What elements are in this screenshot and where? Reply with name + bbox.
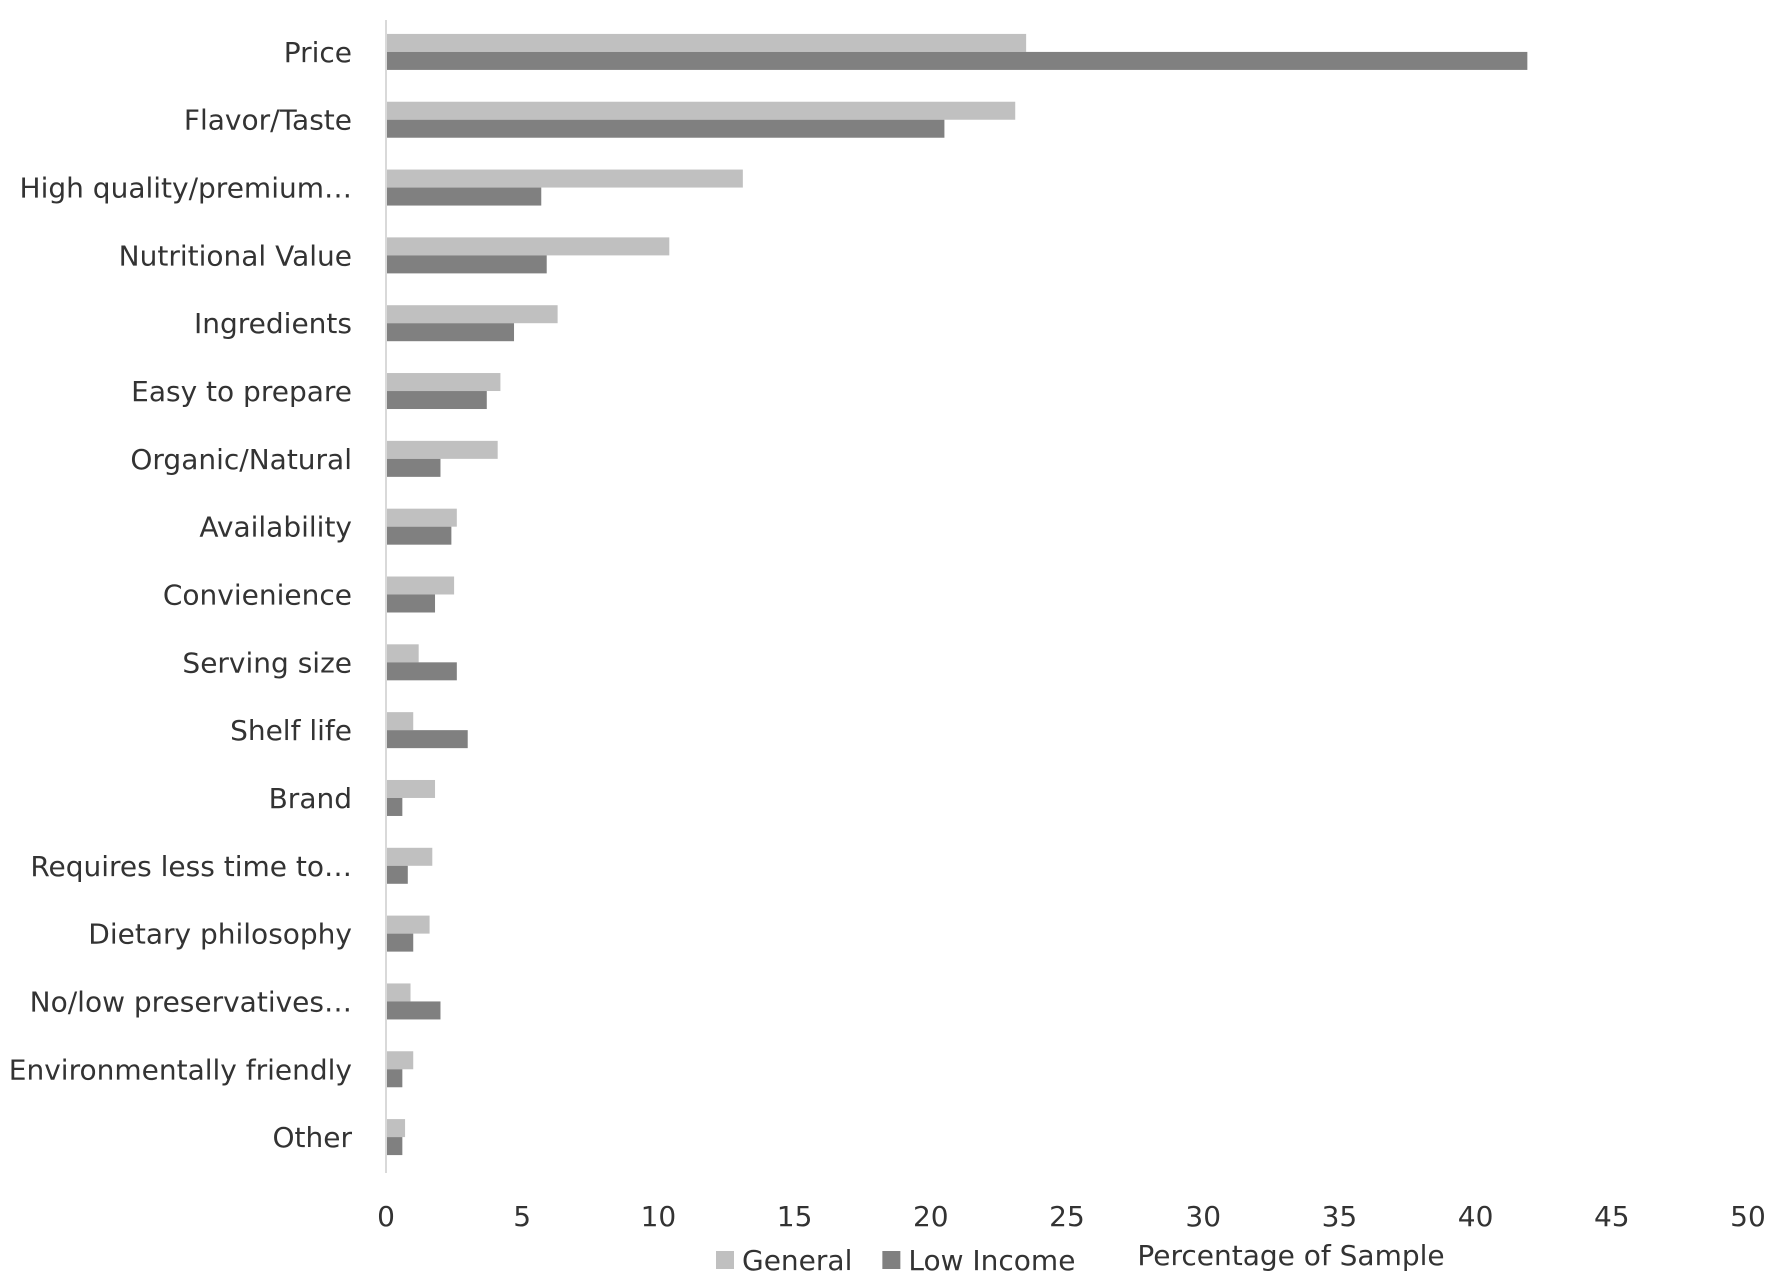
bar bbox=[386, 33, 1027, 52]
x-tick-label: 20 bbox=[913, 1200, 949, 1233]
bar bbox=[386, 458, 441, 477]
x-axis-title: Percentage of Sample bbox=[1137, 1239, 1444, 1272]
y-tick-label: No/low preservatives… bbox=[30, 985, 352, 1018]
bar bbox=[386, 51, 1528, 70]
bar bbox=[386, 1051, 414, 1070]
y-tick-label: Convienience bbox=[163, 579, 352, 612]
y-tick-label: Shelf life bbox=[230, 714, 352, 747]
bar bbox=[386, 305, 558, 324]
y-tick-label: Serving size bbox=[182, 646, 352, 679]
legend-swatch bbox=[716, 1251, 734, 1269]
legend-label: Low Income bbox=[908, 1244, 1075, 1277]
x-tick-label: 15 bbox=[777, 1200, 813, 1233]
bar bbox=[386, 662, 457, 681]
bar bbox=[386, 865, 408, 884]
y-tick-label: Requires less time to… bbox=[30, 850, 352, 883]
bar bbox=[386, 983, 411, 1002]
bar bbox=[386, 169, 743, 188]
y-tick-label: Organic/Natural bbox=[130, 443, 352, 476]
legend-label: General bbox=[742, 1244, 852, 1277]
y-tick-label: Nutritional Value bbox=[119, 239, 352, 272]
x-tick-label: 35 bbox=[1322, 1200, 1358, 1233]
bar bbox=[386, 237, 670, 256]
bar bbox=[386, 101, 1016, 120]
bar bbox=[386, 847, 433, 866]
bar bbox=[386, 391, 487, 410]
x-tick-label: 40 bbox=[1458, 1200, 1494, 1233]
bar bbox=[386, 1069, 403, 1088]
y-tick-label: Price bbox=[284, 36, 352, 69]
y-tick-label: Easy to prepare bbox=[131, 375, 352, 408]
bar bbox=[386, 779, 436, 798]
bar bbox=[386, 323, 515, 342]
y-tick-label: Environmentally friendly bbox=[9, 1053, 352, 1086]
x-tick-label: 50 bbox=[1730, 1200, 1766, 1233]
y-tick-label: High quality/premium… bbox=[20, 172, 352, 205]
bar bbox=[386, 1119, 406, 1138]
y-tick-label: Availability bbox=[199, 511, 352, 544]
bar bbox=[386, 576, 455, 595]
y-tick-label: Dietary philosophy bbox=[88, 918, 352, 951]
bar bbox=[386, 1001, 441, 1020]
bar bbox=[386, 594, 436, 613]
bar bbox=[386, 797, 403, 816]
bar bbox=[386, 526, 452, 545]
bar bbox=[386, 915, 430, 934]
bar bbox=[386, 255, 547, 274]
y-tick-label: Ingredients bbox=[194, 307, 352, 340]
bar bbox=[386, 644, 419, 663]
x-tick-label: 10 bbox=[641, 1200, 677, 1233]
bar bbox=[386, 440, 498, 459]
x-tick-label: 45 bbox=[1594, 1200, 1630, 1233]
x-tick-label: 5 bbox=[513, 1200, 531, 1233]
bar bbox=[386, 508, 457, 527]
bar bbox=[386, 712, 414, 731]
y-tick-label: Other bbox=[272, 1121, 352, 1154]
bar bbox=[386, 1137, 403, 1156]
bar bbox=[386, 373, 501, 392]
y-tick-label: Brand bbox=[269, 782, 352, 815]
bar bbox=[386, 730, 468, 749]
bar bbox=[386, 187, 542, 206]
x-tick-label: 30 bbox=[1185, 1200, 1221, 1233]
x-tick-label: 25 bbox=[1049, 1200, 1085, 1233]
y-tick-label: Flavor/Taste bbox=[184, 104, 352, 137]
bar bbox=[386, 119, 945, 138]
bar bbox=[386, 933, 414, 952]
x-tick-label: 0 bbox=[377, 1200, 395, 1233]
legend-swatch bbox=[882, 1251, 901, 1269]
